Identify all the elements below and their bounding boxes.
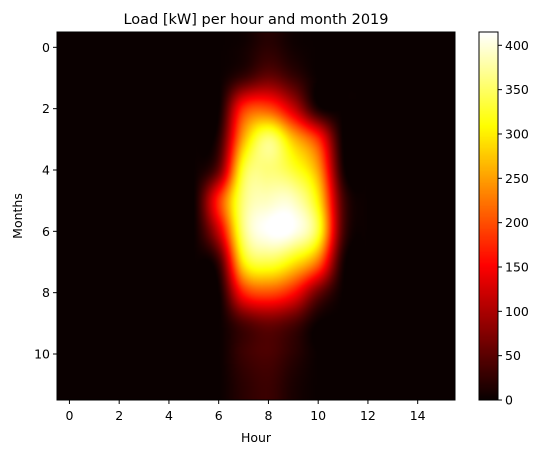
colorbar-ticks: 0 50 100 150 200 250 300 350 400 xyxy=(498,38,529,408)
y-tick-label: 4 xyxy=(42,163,50,178)
x-tick-label: 6 xyxy=(215,408,223,423)
colorbar-tick-label: 50 xyxy=(505,348,521,363)
y-tick-label: 8 xyxy=(42,285,50,300)
colorbar-tick-label: 300 xyxy=(505,126,529,141)
x-axis-label: Hour xyxy=(241,430,272,445)
x-tick-label: 0 xyxy=(65,408,73,423)
plot-frame xyxy=(56,31,456,401)
y-axis-label: Months xyxy=(10,193,25,239)
x-tick-label: 10 xyxy=(310,408,326,423)
y-axis-ticks: 0 2 4 6 8 10 xyxy=(34,40,57,362)
y-tick-label: 10 xyxy=(34,347,50,362)
x-tick-label: 2 xyxy=(115,408,123,423)
x-tick-label: 4 xyxy=(165,408,173,423)
colorbar: 0 50 100 150 200 250 300 350 400 xyxy=(478,31,529,408)
y-tick-label: 2 xyxy=(42,101,50,116)
colorbar-tick-label: 350 xyxy=(505,82,529,97)
chart-title: Load [kW] per hour and month 2019 xyxy=(123,12,388,28)
colorbar-tick-label: 250 xyxy=(505,171,529,186)
y-tick-label: 6 xyxy=(42,224,50,239)
colorbar-tick-label: 200 xyxy=(505,215,529,230)
plot-area xyxy=(56,31,456,401)
x-axis-ticks: 0 2 4 6 8 10 12 14 xyxy=(65,400,426,423)
colorbar-tick-label: 150 xyxy=(505,259,529,274)
heatmap-image xyxy=(57,32,455,400)
colorbar-gradient xyxy=(479,32,498,400)
colorbar-tick-label: 0 xyxy=(505,393,513,408)
x-tick-label: 8 xyxy=(264,408,272,423)
colorbar-frame xyxy=(478,31,499,401)
colorbar-tick-label: 400 xyxy=(505,38,529,53)
x-tick-label: 14 xyxy=(410,408,426,423)
x-tick-label: 12 xyxy=(360,408,376,423)
y-tick-label: 0 xyxy=(42,40,50,55)
colorbar-tick-label: 100 xyxy=(505,304,529,319)
